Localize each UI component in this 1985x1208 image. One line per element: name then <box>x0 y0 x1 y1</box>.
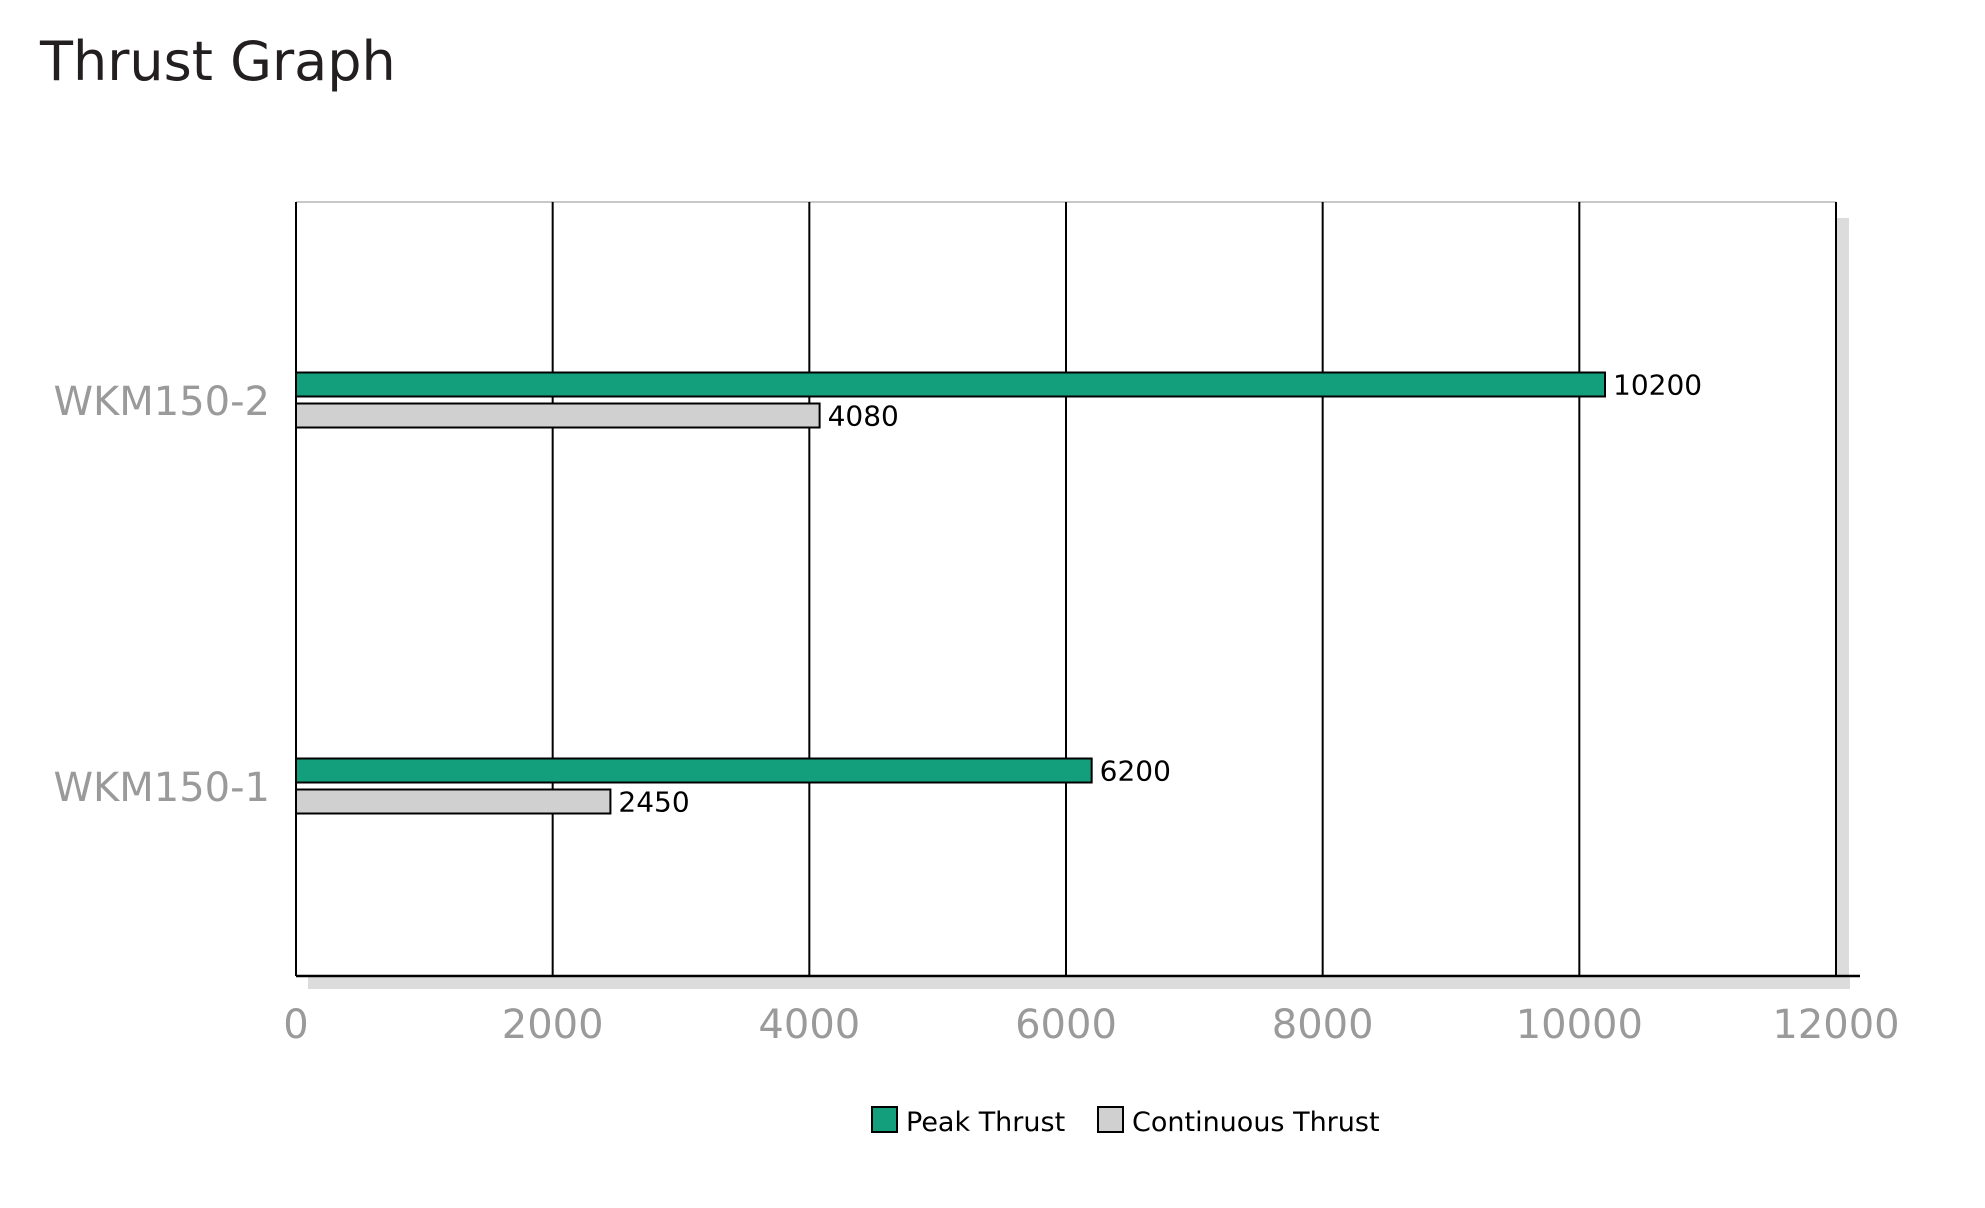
x-tick-label: 4000 <box>758 1002 860 1048</box>
category-label: WKM150-1 <box>53 765 270 811</box>
bar-continuous-thrust-wkm150-2 <box>295 402 821 429</box>
bar-peak-thrust-wkm150-2 <box>295 371 1606 398</box>
plot-shadow-bottom <box>308 977 1850 989</box>
bar-peak-thrust-wkm150-1 <box>295 757 1093 784</box>
x-tick-label: 2000 <box>502 1002 604 1048</box>
plot-shadow-right <box>1837 218 1849 986</box>
legend-label: Peak Thrust <box>906 1107 1065 1138</box>
legend: Peak Thrust Continuous Thrust <box>871 1106 1380 1138</box>
x-tick-label: 6000 <box>1015 1002 1117 1048</box>
x-tick-label: 10000 <box>1516 1002 1643 1048</box>
legend-label: Continuous Thrust <box>1132 1107 1380 1138</box>
bars <box>295 371 1606 815</box>
plot-shadow <box>308 218 1850 989</box>
legend-swatch-continuous-thrust <box>1097 1106 1124 1133</box>
category-label: WKM150-2 <box>53 379 270 425</box>
data-label: 2450 <box>618 786 689 819</box>
x-tick-label: 8000 <box>1272 1002 1374 1048</box>
x-tick-label: 0 <box>283 1002 308 1048</box>
x-tick-label: 12000 <box>1772 1002 1899 1048</box>
data-label: 4080 <box>828 400 899 433</box>
labels: 0 2000 4000 6000 8000 10000 12000 10200 4080 WKM1… <box>53 369 1899 1049</box>
chart-title: Thrust Graph <box>40 30 396 93</box>
bar-continuous-thrust-wkm150-1 <box>295 788 612 815</box>
grid-lines <box>295 201 1837 976</box>
data-label: 10200 <box>1613 369 1702 402</box>
data-label: 6200 <box>1100 755 1171 788</box>
legend-swatch-peak-thrust <box>871 1106 898 1133</box>
